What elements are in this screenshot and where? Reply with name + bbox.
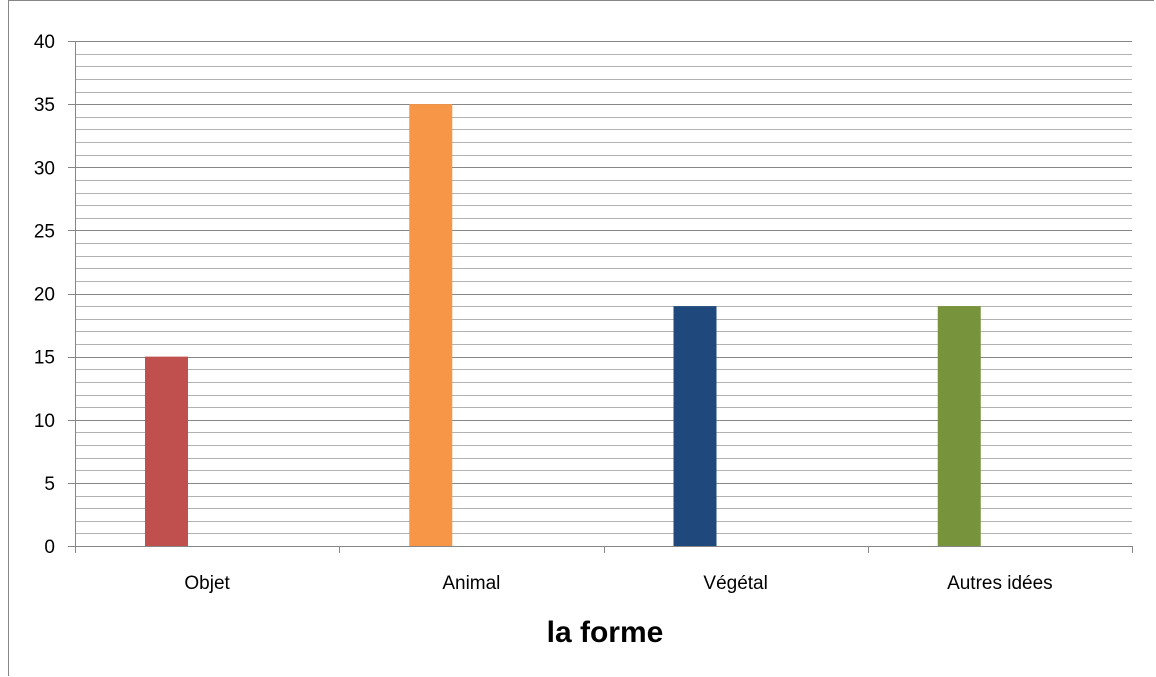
x-axis-title: la forme [547,616,664,649]
bars [145,104,981,546]
x-tick-label: Végétal [703,573,767,594]
y-tick-label: 30 [34,158,55,179]
y-tick-label: 15 [34,348,55,369]
bar-objet [145,356,188,546]
y-tick-labels: 0 5 10 15 20 25 30 35 40 [34,32,55,558]
y-tick-label: 20 [34,285,55,306]
x-tick-label: Autres idées [947,573,1053,594]
x-tick-label: Objet [184,573,230,594]
y-tick-label: 10 [34,411,55,432]
bar-autres-id-es [937,306,981,546]
axes [68,41,1133,553]
y-tick-label: 5 [44,474,55,495]
y-tick-label: 25 [34,221,55,242]
bar-animal [409,104,453,546]
y-tick-label: 40 [34,32,55,53]
y-tick-label: 35 [34,95,55,116]
bar-v-g-tal [673,306,717,546]
x-tick-labels: Objet Animal Végétal Autres idées [184,573,1052,594]
y-tick-label: 0 [44,537,55,558]
x-tick-label: Animal [442,573,500,594]
